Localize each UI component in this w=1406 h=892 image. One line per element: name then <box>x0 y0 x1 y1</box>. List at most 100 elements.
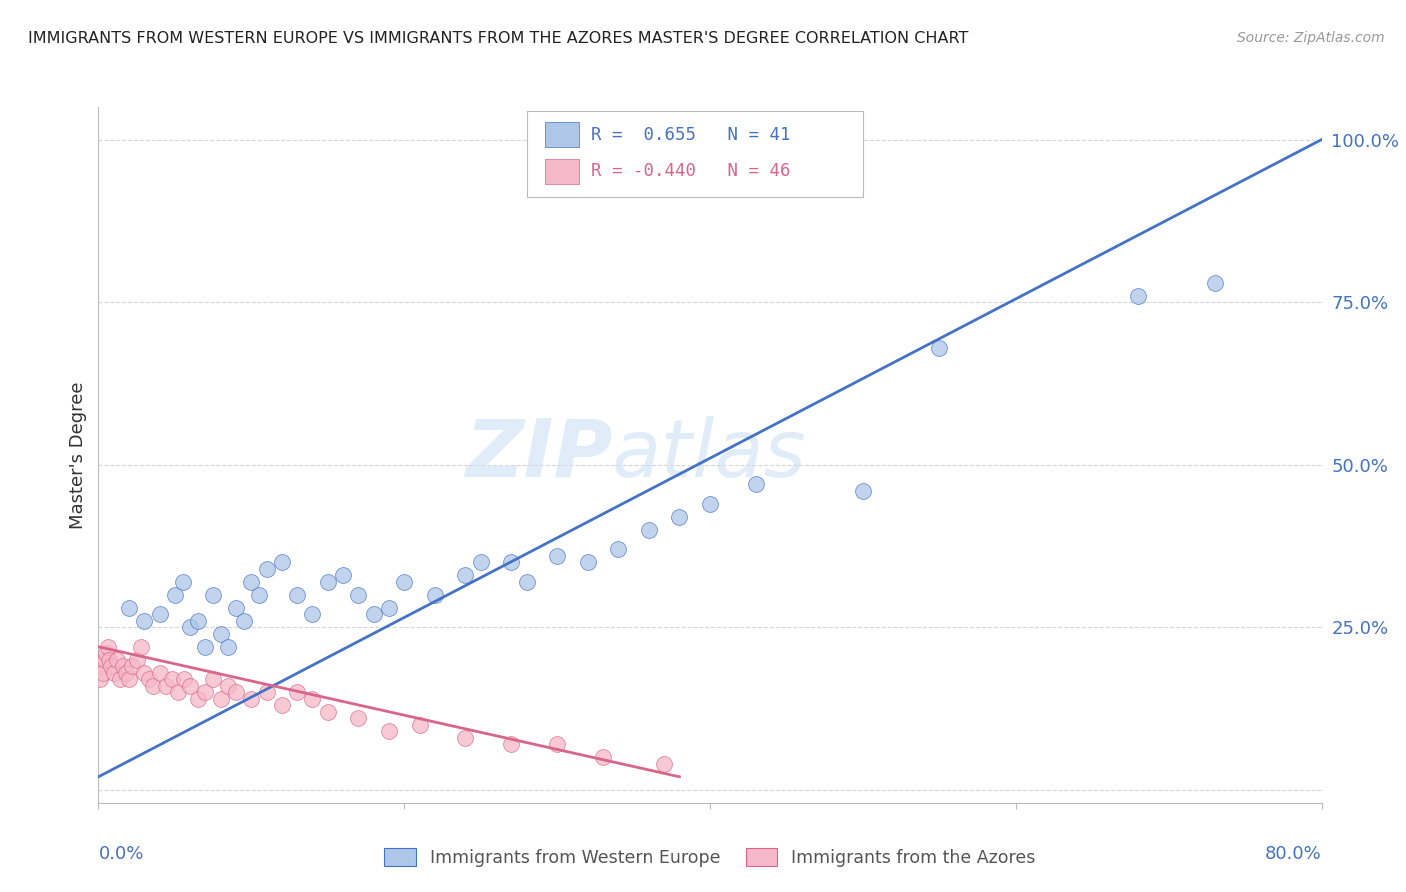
Point <box>97 640 120 654</box>
Point <box>928 341 950 355</box>
Point <box>316 574 339 589</box>
Point <box>378 724 401 739</box>
Point <box>285 685 308 699</box>
Point <box>408 718 430 732</box>
Point <box>592 750 614 764</box>
Point <box>637 523 661 537</box>
Point <box>91 665 114 680</box>
Point <box>745 477 768 491</box>
Point <box>155 679 177 693</box>
Point <box>118 600 141 615</box>
Point <box>668 509 690 524</box>
Point <box>225 600 247 615</box>
Point <box>187 691 209 706</box>
Point <box>118 672 141 686</box>
FancyBboxPatch shape <box>526 111 863 197</box>
Point <box>699 497 721 511</box>
Point <box>852 483 875 498</box>
Point <box>89 672 111 686</box>
Point <box>121 659 143 673</box>
Text: ZIP: ZIP <box>465 416 612 494</box>
Point <box>301 607 323 622</box>
Point <box>247 588 270 602</box>
Point <box>194 640 217 654</box>
Point <box>546 549 568 563</box>
Point <box>115 665 138 680</box>
Point <box>134 665 156 680</box>
FancyBboxPatch shape <box>546 122 579 147</box>
Point <box>501 555 523 569</box>
Point <box>202 588 225 602</box>
Point <box>93 653 115 667</box>
Y-axis label: Master's Degree: Master's Degree <box>69 381 87 529</box>
Text: 0.0%: 0.0% <box>98 845 143 863</box>
Point <box>108 672 131 686</box>
Point <box>172 574 194 589</box>
Point <box>332 568 354 582</box>
Point <box>1128 288 1150 302</box>
Point <box>256 685 278 699</box>
Point <box>100 659 122 673</box>
Text: R = -0.440   N = 46: R = -0.440 N = 46 <box>592 162 792 180</box>
Point <box>163 588 186 602</box>
Point <box>149 665 172 680</box>
Point <box>179 679 201 693</box>
Point <box>240 574 263 589</box>
Point <box>316 705 339 719</box>
Point <box>194 685 217 699</box>
Point <box>125 653 148 667</box>
Point <box>160 672 183 686</box>
Point <box>546 737 568 751</box>
Point <box>232 614 254 628</box>
FancyBboxPatch shape <box>546 159 579 184</box>
Point <box>363 607 385 622</box>
Point <box>454 568 477 582</box>
Point <box>179 620 201 634</box>
Point <box>134 614 156 628</box>
Point <box>167 685 190 699</box>
Point <box>149 607 172 622</box>
Point <box>142 679 165 693</box>
Text: IMMIGRANTS FROM WESTERN EUROPE VS IMMIGRANTS FROM THE AZORES MASTER'S DEGREE COR: IMMIGRANTS FROM WESTERN EUROPE VS IMMIGR… <box>28 31 969 46</box>
Point <box>90 659 112 673</box>
Point <box>652 756 675 771</box>
Text: Source: ZipAtlas.com: Source: ZipAtlas.com <box>1237 31 1385 45</box>
Point <box>240 691 263 706</box>
Point <box>454 731 477 745</box>
Point <box>270 698 292 713</box>
Point <box>347 711 370 725</box>
Text: R =  0.655   N = 41: R = 0.655 N = 41 <box>592 126 792 144</box>
Point <box>256 562 278 576</box>
Point <box>501 737 523 751</box>
Point <box>103 665 125 680</box>
Point <box>470 555 492 569</box>
Point <box>129 640 152 654</box>
Point <box>94 646 117 660</box>
Point <box>607 542 630 557</box>
Point <box>209 626 232 640</box>
Point <box>105 653 128 667</box>
Point <box>202 672 225 686</box>
Point <box>576 555 599 569</box>
Point <box>347 588 370 602</box>
Point <box>270 555 292 569</box>
Point <box>209 691 232 706</box>
Text: 80.0%: 80.0% <box>1265 845 1322 863</box>
Point <box>138 672 160 686</box>
Point <box>98 653 121 667</box>
Point <box>516 574 538 589</box>
Point <box>173 672 195 686</box>
Point <box>111 659 134 673</box>
Point <box>225 685 247 699</box>
Point <box>301 691 323 706</box>
Legend: Immigrants from Western Europe, Immigrants from the Azores: Immigrants from Western Europe, Immigran… <box>377 841 1043 874</box>
Point <box>285 588 308 602</box>
Point <box>392 574 416 589</box>
Point <box>423 588 446 602</box>
Point <box>217 679 239 693</box>
Point <box>217 640 239 654</box>
Text: atlas: atlas <box>612 416 807 494</box>
Point <box>1204 276 1226 290</box>
Point <box>187 614 209 628</box>
Point <box>378 600 401 615</box>
